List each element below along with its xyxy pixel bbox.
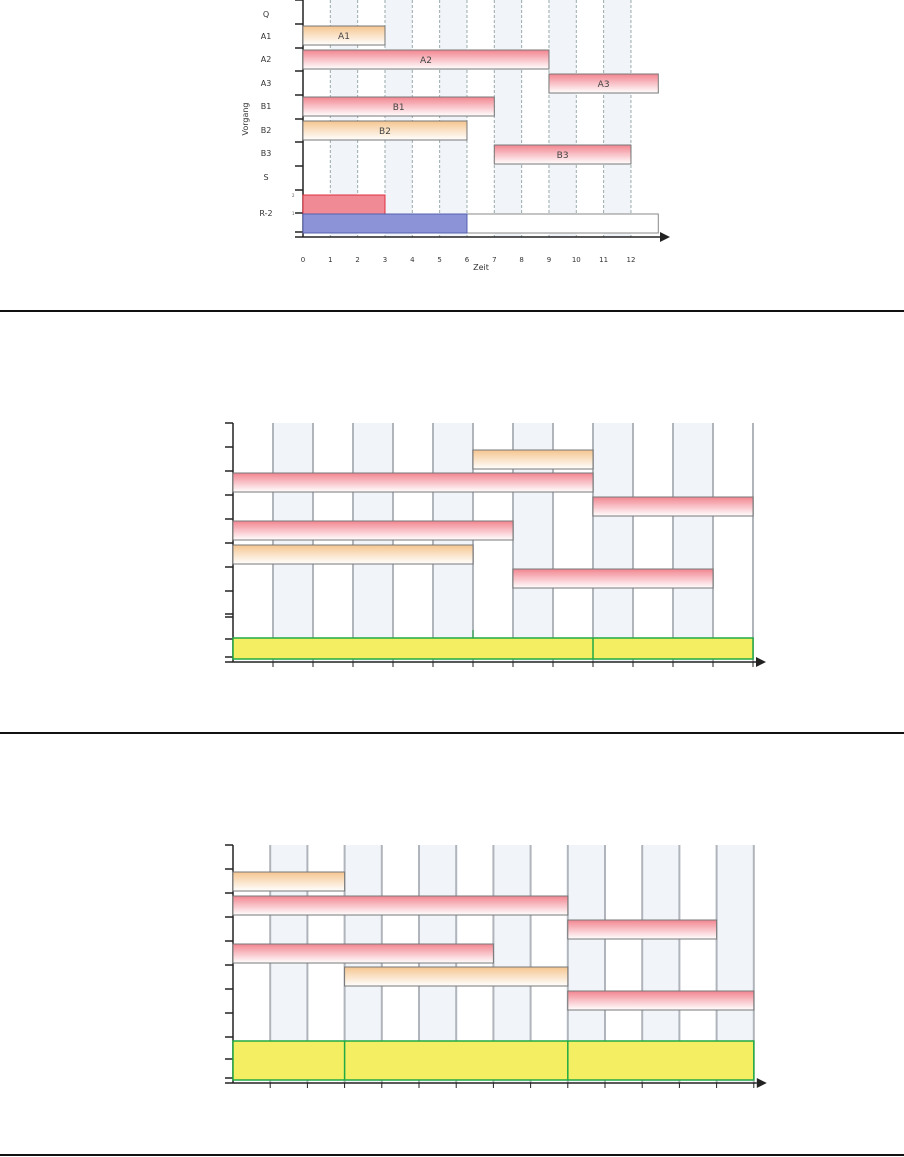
task-label: B3 [557, 151, 569, 161]
x-tick-label: 2 [355, 256, 359, 264]
resource-tick-label: 2 [292, 193, 295, 198]
task-bar [232, 544, 474, 565]
grid-band [273, 423, 313, 662]
x-tick-label: 0 [301, 256, 305, 264]
task-bar [232, 472, 594, 493]
task-bar [592, 496, 754, 517]
task-label: B2 [379, 127, 391, 137]
grid-band [603, 0, 631, 237]
x-tick-label: 4 [410, 256, 415, 264]
x-axis-arrow-icon [660, 232, 670, 242]
task-bar [344, 966, 569, 987]
grid-band [433, 423, 473, 662]
task-bar [567, 919, 718, 940]
x-tick-label: 8 [519, 256, 523, 264]
row-label: B1 [261, 102, 272, 111]
grid-band [673, 423, 713, 662]
task-bar [232, 943, 494, 964]
task-bar [512, 568, 714, 589]
grid-band [593, 423, 633, 662]
x-tick-label: 7 [492, 256, 496, 264]
task-bar [232, 520, 514, 541]
resource-bar [232, 1040, 755, 1081]
task-bar [232, 871, 346, 892]
resource-bar [232, 637, 754, 660]
y-axis-label: Vorgang [241, 102, 250, 135]
x-axis-label: Zeit [473, 263, 489, 272]
x-tick-label: 3 [383, 256, 387, 264]
x-tick-label: 12 [626, 256, 635, 264]
task-label: B1 [393, 103, 405, 113]
grid-band [384, 0, 413, 237]
task-label: A3 [598, 80, 610, 90]
x-tick-label: 6 [465, 256, 470, 264]
task-bar [472, 449, 594, 470]
task-label: A1 [338, 32, 350, 42]
row-label: A2 [261, 55, 272, 64]
row-label: A1 [261, 32, 272, 41]
x-tick-label: 10 [572, 256, 581, 264]
task-label: A2 [420, 56, 432, 66]
chart-2 [225, 422, 766, 667]
task-bar-a2 [302, 49, 550, 70]
x-axis-arrow-icon [756, 1078, 767, 1088]
row-label: R-2 [259, 209, 272, 218]
x-tick-label: 9 [547, 256, 551, 264]
row-label: B3 [261, 149, 272, 158]
grid-band [494, 0, 522, 237]
resource-usage-level-1 [302, 213, 468, 234]
task-bar-b2 [302, 120, 468, 141]
separator [0, 732, 904, 734]
resource-tick-label: 1 [292, 211, 295, 216]
row-label: S [263, 173, 268, 182]
task-bar-b1 [302, 96, 495, 117]
separator [0, 1154, 904, 1156]
task-bar [567, 990, 755, 1011]
task-bar [232, 895, 569, 916]
x-tick-label: 1 [328, 256, 332, 264]
task-bar-a3 [548, 73, 659, 94]
row-label: B2 [261, 126, 272, 135]
separator [0, 310, 904, 312]
task-bar-a1 [302, 25, 386, 46]
grid-band [439, 0, 467, 237]
grid-band [353, 423, 393, 662]
x-tick-label: 11 [599, 256, 608, 264]
resource-usage-level-2 [302, 194, 386, 215]
row-label: A3 [261, 79, 272, 88]
x-tick-label: 5 [437, 256, 441, 264]
row-label: Q [263, 10, 269, 19]
chart-3 [225, 844, 767, 1088]
grid-band [548, 0, 577, 237]
x-axis-arrow-icon [756, 657, 766, 667]
task-bar-b3 [493, 144, 632, 165]
